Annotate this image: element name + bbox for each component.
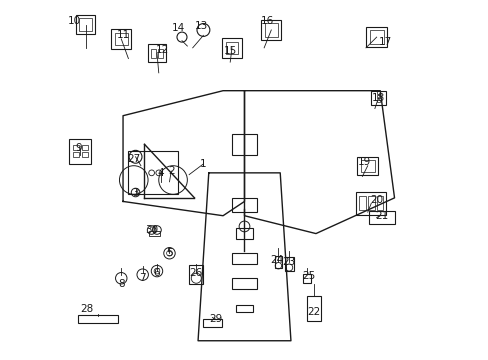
Text: 22: 22 — [307, 307, 320, 317]
Bar — [202, 319, 222, 327]
Text: 5: 5 — [166, 248, 172, 258]
Text: 7: 7 — [139, 273, 146, 283]
Bar — [150, 49, 156, 58]
Text: 29: 29 — [209, 314, 222, 324]
Bar — [78, 315, 118, 323]
Text: 17: 17 — [378, 37, 391, 48]
Text: 14: 14 — [171, 23, 184, 33]
Text: 13: 13 — [195, 21, 208, 31]
Bar — [189, 265, 203, 284]
Text: 20: 20 — [369, 195, 383, 204]
Bar — [76, 15, 95, 35]
Bar — [264, 23, 278, 37]
Bar — [128, 152, 178, 194]
Text: 19: 19 — [357, 157, 370, 167]
Bar — [376, 95, 379, 98]
Bar — [376, 91, 379, 94]
Text: 4: 4 — [157, 168, 163, 178]
Bar — [356, 157, 378, 175]
Text: 3: 3 — [132, 188, 139, 198]
Bar — [148, 44, 165, 62]
Bar — [261, 20, 281, 40]
Bar — [231, 253, 257, 264]
Text: 10: 10 — [68, 16, 81, 26]
Text: 1: 1 — [200, 159, 206, 169]
Bar — [82, 153, 87, 157]
Bar — [79, 18, 92, 31]
Bar — [235, 305, 253, 312]
Bar — [69, 139, 91, 164]
Text: 25: 25 — [302, 271, 315, 282]
Bar — [158, 49, 163, 58]
Bar — [360, 160, 374, 172]
Text: 26: 26 — [189, 268, 203, 278]
Text: 8: 8 — [118, 279, 124, 289]
Text: 24: 24 — [269, 255, 283, 265]
Bar — [115, 33, 127, 45]
Bar — [358, 196, 365, 210]
Bar — [284, 257, 293, 271]
Bar — [376, 100, 379, 103]
Bar — [73, 145, 79, 150]
Bar — [370, 91, 385, 105]
Text: 12: 12 — [155, 45, 169, 55]
Text: 6: 6 — [153, 268, 160, 278]
Text: 21: 21 — [375, 211, 388, 221]
Bar — [231, 198, 257, 212]
Bar — [376, 196, 383, 210]
Bar — [368, 211, 395, 224]
Text: 9: 9 — [75, 143, 81, 153]
Text: 16: 16 — [261, 16, 274, 26]
Text: 18: 18 — [371, 93, 384, 103]
Bar — [231, 278, 257, 289]
Bar — [306, 296, 321, 321]
Text: 15: 15 — [223, 46, 236, 57]
Bar — [149, 231, 160, 236]
Text: 23: 23 — [282, 257, 295, 267]
Text: 28: 28 — [81, 303, 94, 314]
Bar — [302, 274, 311, 283]
Text: 27: 27 — [127, 154, 140, 163]
Bar — [111, 29, 131, 49]
Bar — [355, 192, 386, 215]
Text: 30: 30 — [145, 225, 158, 235]
Bar — [365, 27, 386, 47]
Text: 11: 11 — [116, 30, 129, 40]
Bar — [225, 41, 238, 54]
Bar — [231, 134, 257, 155]
Text: 2: 2 — [167, 166, 174, 176]
Bar — [82, 145, 87, 150]
Bar — [274, 256, 282, 269]
Bar — [235, 228, 253, 239]
Bar — [367, 196, 374, 210]
Bar — [73, 153, 79, 157]
Bar — [222, 38, 242, 58]
Bar — [369, 30, 383, 44]
